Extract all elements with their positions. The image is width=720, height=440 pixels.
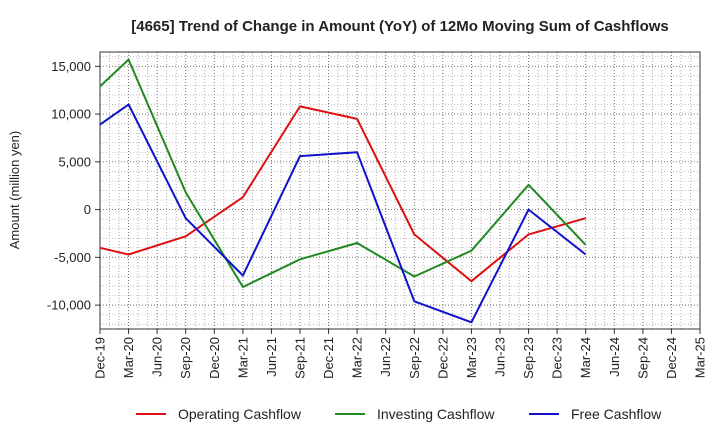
y-axis-ticks: 15,000 10,000 5,000 0 -5,000 -10,000 — [47, 59, 100, 313]
x-tick-label: Dec-21 — [321, 337, 336, 379]
series-line-investing-cashflow — [99, 58, 587, 288]
x-tick-label: Mar-23 — [464, 337, 479, 378]
x-tick-label: Jun-21 — [264, 337, 279, 377]
x-axis-ticks: Dec-19 Mar-20 Jun-20 Sep-20 Dec-20 Mar-21 Jun-… — [93, 329, 708, 379]
plot-border — [99, 51, 701, 330]
x-tick-label: Sep-24 — [635, 337, 650, 379]
y-tick-label: -5,000 — [54, 250, 91, 265]
x-tick-label: Sep-22 — [407, 337, 422, 379]
legend-label-free-cashflow: Free Cashflow — [571, 406, 662, 422]
y-tick-label: 5,000 — [58, 154, 91, 169]
x-tick-label: Dec-19 — [93, 337, 108, 379]
x-tick-label: Mar-24 — [578, 337, 593, 378]
x-tick-label: Sep-21 — [293, 337, 308, 379]
y-tick-label: 10,000 — [51, 107, 91, 122]
legend-label-operating-cashflow: Operating Cashflow — [178, 406, 302, 422]
legend-label-investing-cashflow: Investing Cashflow — [377, 406, 495, 422]
x-tick-label: Dec-23 — [550, 337, 565, 379]
x-tick-label: Mar-20 — [121, 337, 136, 378]
x-tick-label: Dec-24 — [664, 337, 679, 379]
x-tick-label: Mar-25 — [693, 337, 708, 378]
x-tick-label: Jun-23 — [493, 337, 508, 377]
x-tick-label: Dec-20 — [207, 337, 222, 379]
x-tick-label: Jun-24 — [607, 337, 622, 377]
series-line-free-cashflow — [99, 103, 587, 324]
y-tick-label: 0 — [84, 202, 91, 217]
series-lines — [99, 58, 587, 324]
x-tick-label: Jun-20 — [150, 337, 165, 377]
y-tick-label: 15,000 — [51, 59, 91, 74]
x-tick-label: Dec-22 — [435, 337, 450, 379]
legend: Operating Cashflow Investing Cashflow Free… — [136, 406, 662, 422]
grid-lines — [99, 52, 701, 329]
x-tick-label: Sep-20 — [178, 337, 193, 379]
y-axis-label: Amount (million yen) — [7, 131, 22, 250]
x-tick-label: Jun-22 — [378, 337, 393, 377]
x-tick-label: Mar-22 — [350, 337, 365, 378]
y-tick-label: -10,000 — [47, 298, 91, 313]
chart-title: [4665] Trend of Change in Amount (YoY) o… — [131, 18, 669, 35]
x-tick-label: Sep-23 — [521, 337, 536, 379]
x-tick-label: Mar-21 — [235, 337, 250, 378]
series-line-operating-cashflow — [99, 105, 586, 283]
